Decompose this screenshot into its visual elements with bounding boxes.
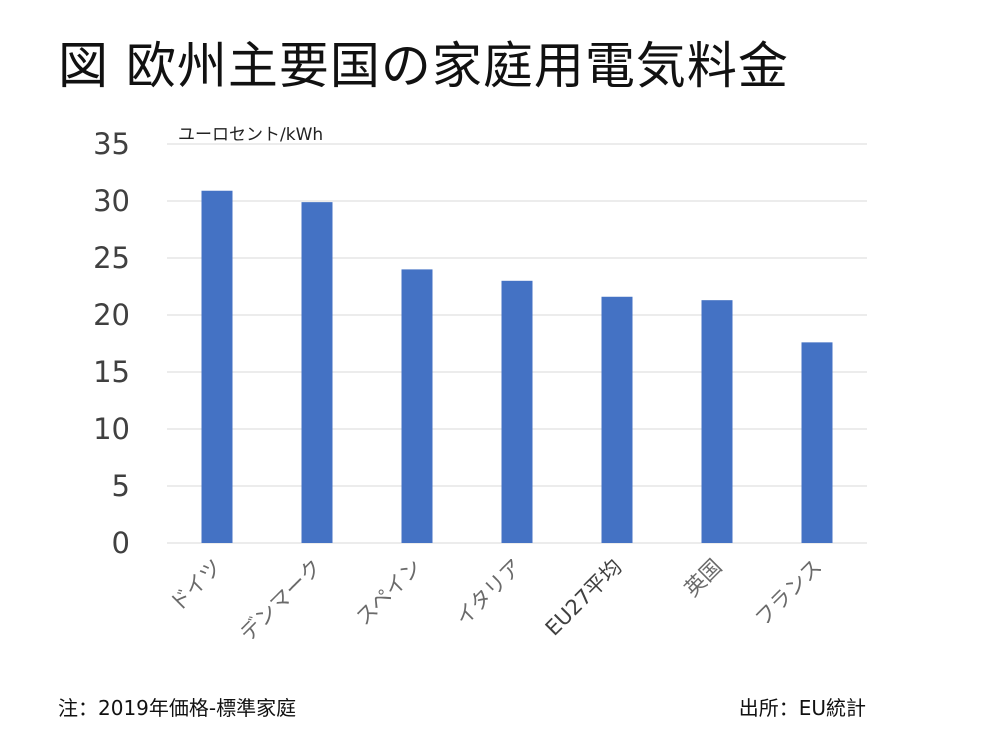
y-tick-label: 5 bbox=[112, 469, 130, 503]
y-tick-label: 10 bbox=[93, 412, 130, 446]
source-note: 出所：EU統計 bbox=[738, 696, 866, 720]
y-tick-label: 15 bbox=[93, 355, 130, 389]
y-tick-label: 25 bbox=[93, 241, 130, 275]
y-axis-unit-label: ユーロセント/kWh bbox=[178, 125, 324, 145]
y-tick-label: 35 bbox=[93, 127, 130, 161]
bar bbox=[201, 190, 233, 544]
x-tick-label: イタリア bbox=[451, 555, 527, 631]
x-tick-label: EU27平均 bbox=[541, 555, 627, 641]
x-tick-label: スペイン bbox=[351, 555, 426, 630]
x-axis-ticks: ドイツ デンマーク スペイン イタリア EU27平均 英国 フランス bbox=[165, 555, 827, 646]
bar bbox=[301, 202, 333, 543]
x-tick-label: デンマーク bbox=[235, 555, 326, 646]
y-axis-ticks: 0 5 10 15 20 25 30 35 bbox=[93, 127, 130, 560]
bar bbox=[801, 342, 833, 543]
bar bbox=[401, 269, 433, 543]
y-tick-label: 0 bbox=[112, 526, 130, 560]
y-tick-label: 30 bbox=[93, 184, 130, 218]
chart-title: 図 欧州主要国の家庭用電気料金 bbox=[58, 37, 789, 95]
y-tick-label: 20 bbox=[93, 298, 130, 332]
bar bbox=[501, 280, 533, 543]
x-tick-label: 英国 bbox=[680, 555, 727, 602]
bars bbox=[201, 190, 833, 544]
bar bbox=[701, 300, 733, 543]
footnote: 注：2019年価格-標準家庭 bbox=[58, 696, 297, 720]
x-tick-label: ドイツ bbox=[165, 555, 227, 617]
x-tick-label: フランス bbox=[750, 555, 826, 631]
bar bbox=[601, 296, 633, 543]
